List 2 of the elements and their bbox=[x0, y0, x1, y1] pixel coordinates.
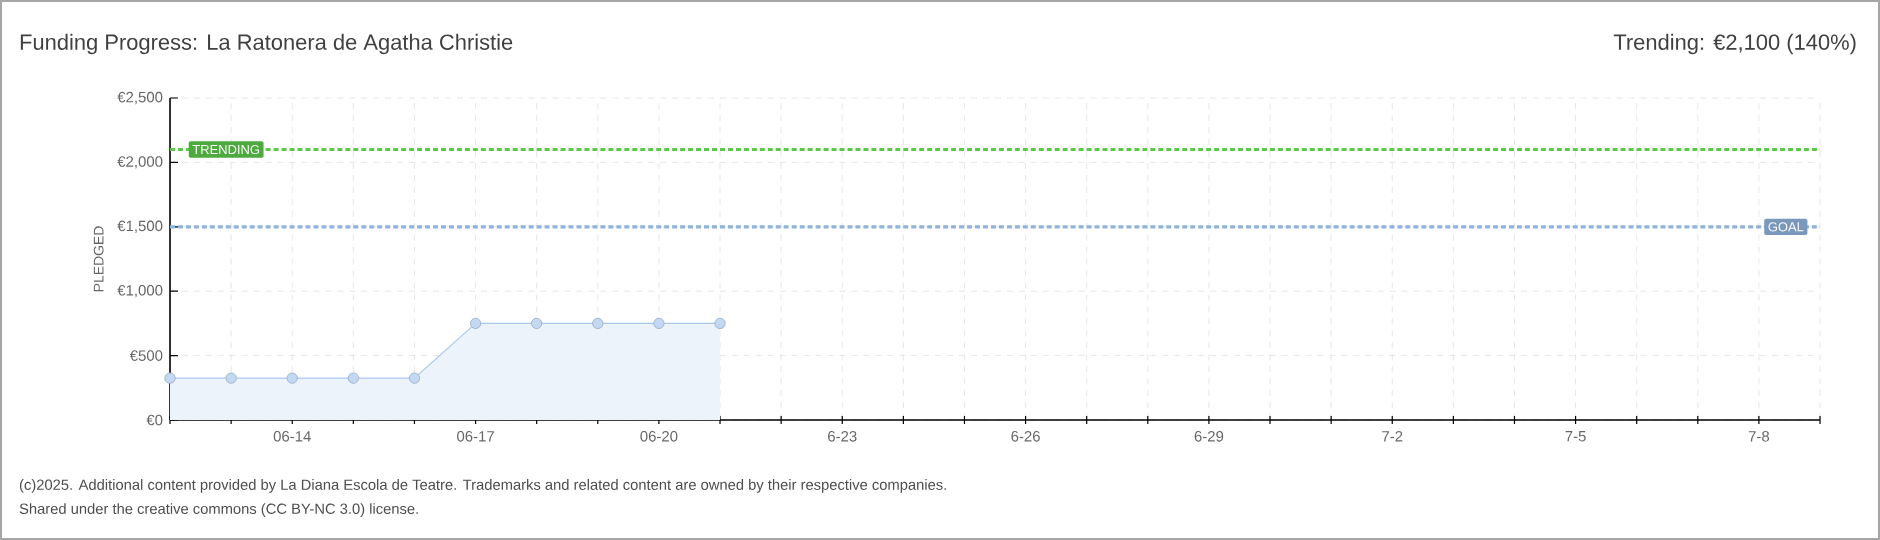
chart-title: Funding Progress: La Ratonera de Agatha Christie bbox=[20, 33, 513, 55]
chart-subtitle: Trending: €2,100 (140%) bbox=[1613, 33, 1856, 55]
